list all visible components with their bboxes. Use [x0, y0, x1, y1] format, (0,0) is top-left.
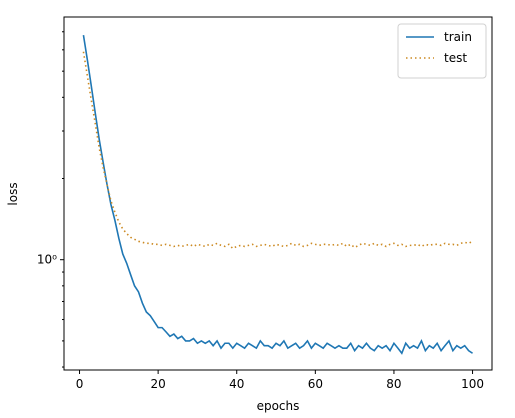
x-tick-label: 100 — [461, 377, 484, 391]
y-tick-label: 10⁰ — [37, 253, 57, 267]
x-tick-label: 40 — [229, 377, 244, 391]
legend-label: test — [444, 51, 467, 65]
legend-label: train — [444, 30, 472, 44]
x-tick-label: 80 — [386, 377, 401, 391]
line-series — [82, 51, 473, 250]
x-axis-label: epochs — [257, 399, 300, 413]
plot-frame — [63, 16, 493, 371]
y-axis-label: loss — [6, 182, 20, 205]
x-tick-label: 20 — [150, 377, 165, 391]
line-series — [82, 35, 473, 355]
x-tick-label: 0 — [76, 377, 84, 391]
x-tick-label: 60 — [308, 377, 323, 391]
legend-box — [397, 23, 487, 79]
